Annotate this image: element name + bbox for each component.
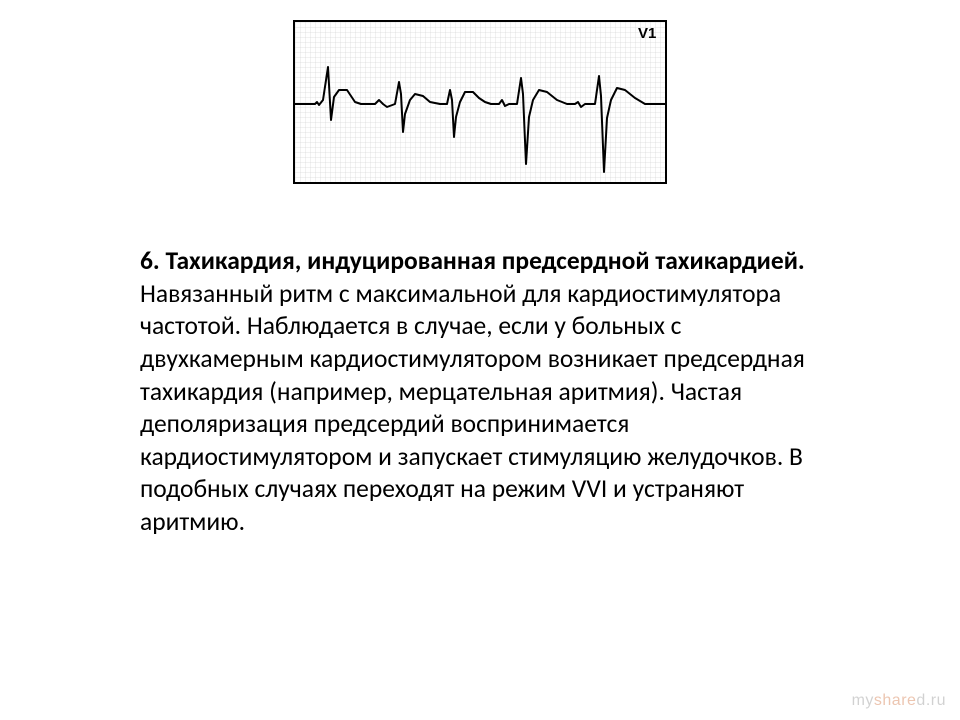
watermark-suffix: d: [916, 692, 925, 709]
watermark-tld: .ru: [926, 692, 946, 709]
ecg-lead-label: V1: [638, 25, 656, 42]
watermark: myshared.ru: [852, 692, 946, 710]
body-rest: Навязанный ритм с максимальной для карди…: [140, 278, 805, 537]
ecg-strip: V1: [293, 20, 667, 184]
ecg-svg: V1: [295, 22, 665, 182]
body-text: 6. Тахикардия, индуцированная предсердно…: [140, 245, 840, 539]
ecg-grid: [295, 22, 665, 182]
headline-bold: 6. Тахикардия, индуцированная предсердно…: [140, 245, 805, 276]
watermark-accent: share: [874, 692, 917, 709]
watermark-prefix: my: [852, 692, 874, 709]
slide: V1 6. Тахикардия, индуцированная предсер…: [0, 0, 960, 720]
